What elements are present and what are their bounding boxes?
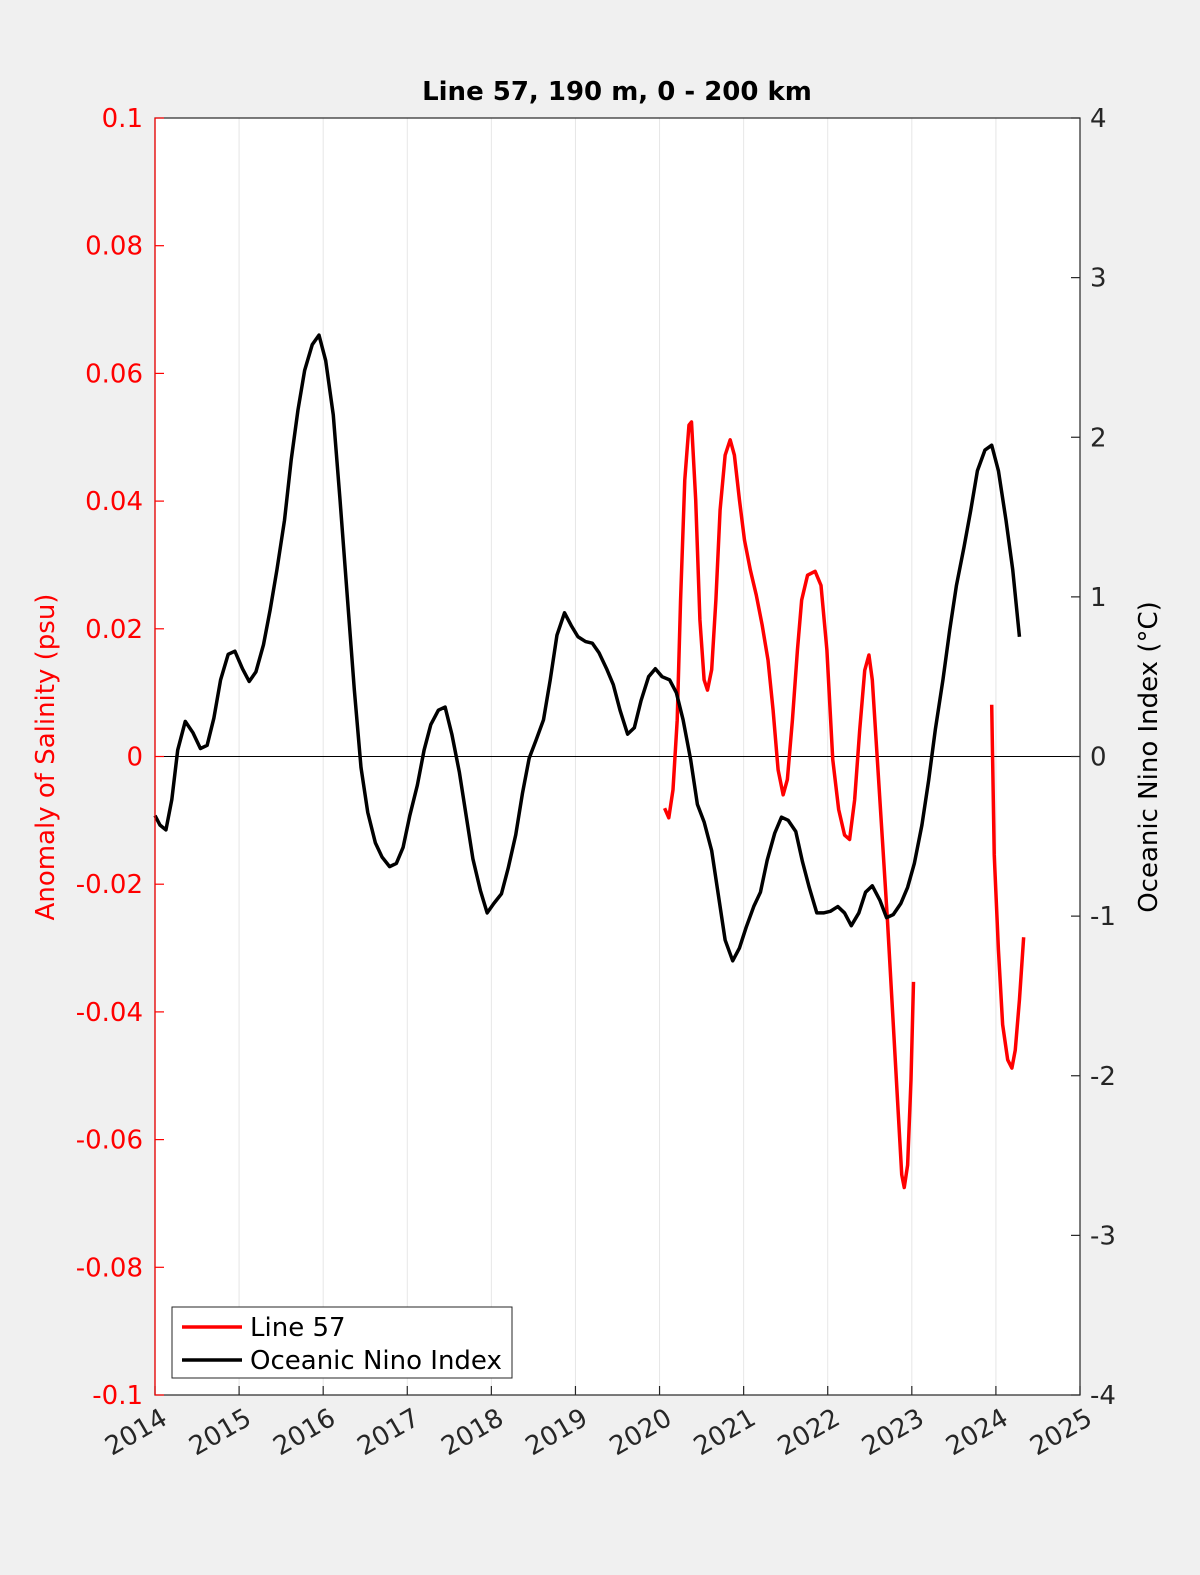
legend-label: Oceanic Nino Index	[250, 1346, 502, 1376]
lines	[153, 333, 1080, 1190]
legend-label: Line 57	[250, 1313, 346, 1343]
y2-tick-label: -1	[1090, 902, 1116, 932]
x-tick-label: 2015	[184, 1403, 256, 1462]
y2-tick-label: 0	[1090, 743, 1107, 773]
y-axis-label: Anomaly of Salinity (psu)	[31, 594, 61, 921]
y2-axis-label: Oceanic Nino Index (°C)	[1134, 601, 1164, 913]
x-tick-label: 2024	[941, 1403, 1013, 1462]
y2-tick-label: -2	[1090, 1062, 1116, 1092]
x-tick-label: 2021	[689, 1403, 761, 1462]
x-tick-label: 2020	[605, 1403, 677, 1462]
y-tick-label: -0.04	[76, 998, 143, 1028]
series-line	[662, 420, 1026, 1190]
y-tick-label: 0.06	[85, 359, 143, 389]
y2-tick-label: 4	[1090, 104, 1107, 134]
chart-title: Line 57, 190 m, 0 - 200 km	[422, 77, 812, 107]
y2-tick-label: -4	[1090, 1381, 1116, 1411]
x-tick-label: 2016	[268, 1403, 340, 1462]
series-line	[153, 333, 1022, 963]
x-tick-label: 2017	[352, 1403, 424, 1462]
x-tick-label: 2018	[437, 1403, 509, 1462]
y-tick-label: -0.08	[76, 1253, 143, 1283]
y2-tick-label: 2	[1090, 423, 1107, 453]
y2-tick-label: 3	[1090, 264, 1107, 294]
x-tick-label: 2023	[857, 1403, 929, 1462]
y2-tick-label: 1	[1090, 583, 1107, 613]
x-tick-label: 2019	[521, 1403, 593, 1462]
legend-box	[171, 1306, 513, 1379]
x-tick-label: 2025	[1025, 1403, 1097, 1462]
y-tick-label: 0.02	[85, 615, 143, 645]
y2-tick-label: -3	[1090, 1221, 1116, 1251]
y-tick-label: 0.1	[102, 104, 143, 134]
y-tick-label: 0.04	[85, 487, 143, 517]
y-tick-label: -0.06	[76, 1126, 143, 1156]
y-tick-label: -0.1	[92, 1381, 143, 1411]
y-tick-label: -0.02	[76, 870, 143, 900]
y-tick-label: 0	[126, 743, 143, 773]
x-tick-label: 2014	[100, 1403, 172, 1462]
x-tick-label: 2022	[773, 1403, 845, 1462]
y-tick-label: 0.08	[85, 232, 143, 262]
